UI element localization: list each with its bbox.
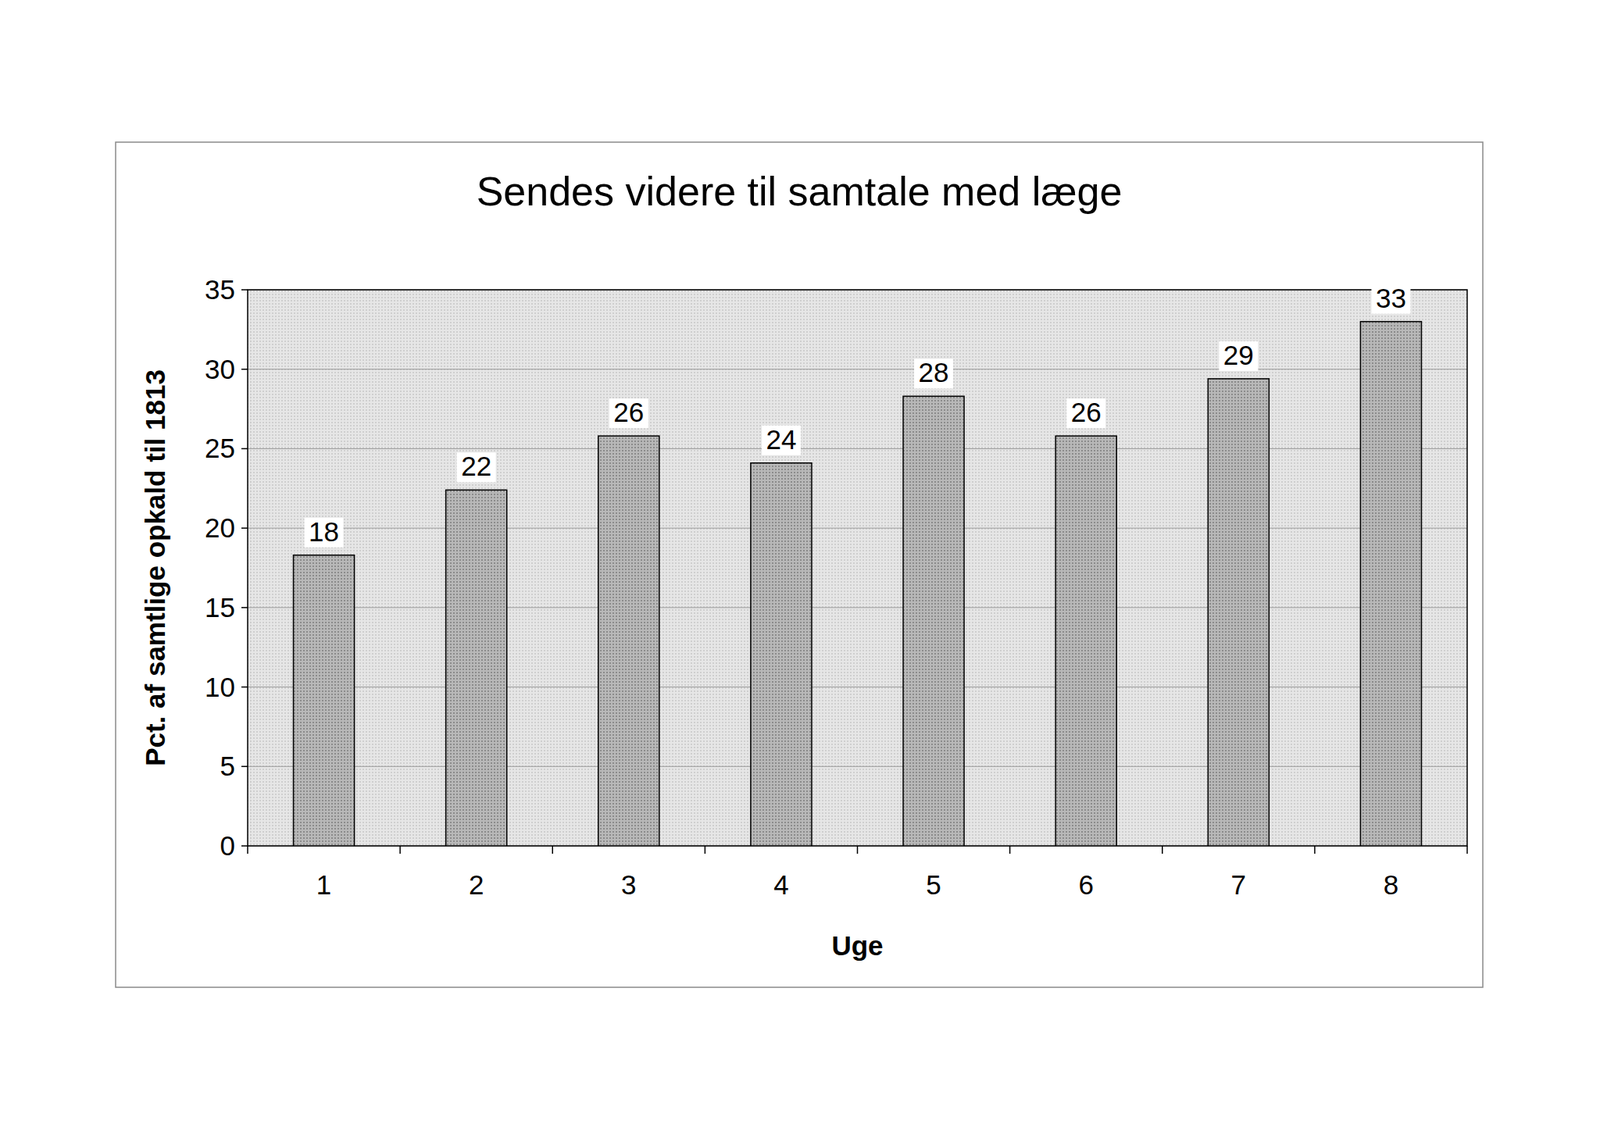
data-label: 29 — [1223, 339, 1254, 371]
plot-area — [247, 289, 1468, 847]
x-tick-label: 4 — [773, 869, 789, 900]
x-tick — [246, 846, 249, 854]
bar — [446, 489, 508, 847]
bar — [1055, 435, 1117, 847]
data-label: 33 — [1375, 282, 1407, 314]
grid-line — [247, 607, 1468, 608]
x-tick-label: 3 — [621, 869, 636, 900]
data-label: 22 — [460, 450, 492, 482]
chart-svg: 0 5 10 15 20 25 30 35 18 22 26 24 28 26 29 33 1 2 3 4 5 6 7 8 Se… — [0, 0, 1600, 1131]
bar — [1360, 321, 1422, 847]
data-label: 18 — [308, 516, 340, 547]
data-label: 24 — [765, 424, 797, 455]
x-tick — [1466, 846, 1468, 854]
y-tick — [241, 448, 248, 450]
y-axis-title: Pct. af samtlige opkald til 1813 — [139, 369, 171, 767]
bar — [1207, 378, 1269, 847]
x-tick — [1314, 846, 1316, 854]
x-axis-title: Uge — [831, 930, 883, 961]
bars — [293, 321, 1422, 847]
y-tick-label: 10 — [204, 671, 236, 703]
y-tick-label: 15 — [204, 592, 236, 623]
bar — [293, 555, 355, 847]
x-tick — [704, 846, 707, 854]
bar — [903, 396, 965, 847]
x-tick — [399, 846, 401, 854]
bar — [750, 463, 812, 847]
x-tick-label: 1 — [316, 869, 332, 900]
data-label: 26 — [1071, 396, 1102, 428]
grid-line — [247, 686, 1468, 688]
x-tick — [552, 846, 554, 854]
chart-container: 0 5 10 15 20 25 30 35 18 22 26 24 28 26 29 33 1 2 3 4 5 6 7 8 Se… — [0, 0, 1600, 1131]
x-tick-label: 5 — [925, 869, 941, 900]
grid-line — [247, 368, 1468, 370]
x-tick — [1009, 846, 1011, 854]
x-tick — [857, 846, 859, 854]
plot-frame — [247, 289, 1468, 847]
grid-line — [247, 528, 1468, 529]
y-tick-label: 20 — [204, 512, 236, 543]
chart-frame — [115, 142, 1483, 988]
grid-line — [247, 766, 1468, 768]
x-tick-label: 6 — [1078, 869, 1093, 900]
x-tick — [1161, 846, 1164, 854]
y-tick — [241, 527, 248, 529]
y-tick-label: 35 — [204, 274, 236, 305]
bar — [598, 435, 660, 847]
y-tick — [241, 289, 248, 291]
y-tick — [241, 845, 248, 847]
y-tick — [241, 368, 248, 371]
y-tick-label: 25 — [204, 432, 236, 464]
data-label: 28 — [918, 357, 950, 388]
y-tick-label: 30 — [204, 353, 236, 385]
x-tick-label: 2 — [468, 869, 484, 900]
data-label: 26 — [613, 396, 644, 428]
y-tick-label: 0 — [220, 830, 236, 861]
y-tick — [241, 607, 248, 609]
y-tick-label: 5 — [220, 750, 236, 782]
y-tick — [241, 686, 248, 689]
x-tick-label: 7 — [1231, 869, 1247, 900]
x-tick-label: 8 — [1383, 869, 1399, 900]
y-tick — [241, 766, 248, 768]
chart-title: Sendes videre til samtale med læge — [476, 168, 1123, 215]
grid-line — [247, 448, 1468, 450]
